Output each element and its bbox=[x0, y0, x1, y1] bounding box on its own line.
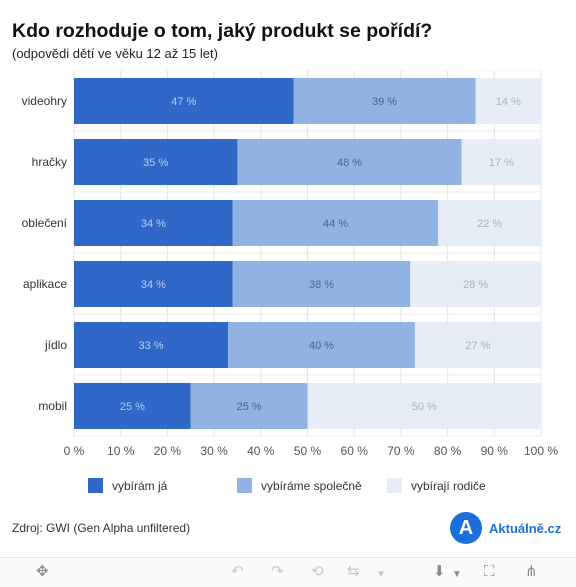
x-tick-label: 40 % bbox=[247, 444, 275, 458]
undo-icon[interactable]: ↶ bbox=[231, 563, 244, 580]
x-tick-label: 10 % bbox=[107, 444, 135, 458]
chevron-down-icon[interactable]: ▼ bbox=[376, 569, 386, 580]
bar-segment-vybiram-ja bbox=[74, 139, 238, 185]
bar-segment-vybiraji-rodice bbox=[307, 383, 541, 429]
bar-segment-vybirame-spolecne bbox=[228, 322, 415, 368]
category-label: mobil bbox=[38, 399, 67, 413]
data-label: 28 % bbox=[463, 279, 488, 291]
category-label: oblečení bbox=[22, 216, 68, 230]
revert-icon[interactable]: ⟲ bbox=[311, 563, 324, 580]
legend-label: vybíráme společně bbox=[261, 478, 362, 493]
bar-segment-vybiram-ja bbox=[74, 322, 229, 368]
data-label: 50 % bbox=[412, 401, 437, 413]
legend-swatch bbox=[237, 478, 252, 493]
category-label: aplikace bbox=[23, 277, 67, 291]
fullscreen-icon[interactable]: ⛶ bbox=[484, 563, 495, 580]
bar-segment-vybirame-spolecne bbox=[232, 200, 439, 246]
data-label: 27 % bbox=[465, 340, 490, 352]
data-label: 39 % bbox=[372, 96, 397, 108]
data-label: 47 % bbox=[171, 96, 196, 108]
legend-label: vybírám já bbox=[112, 478, 168, 493]
x-tick-label: 90 % bbox=[481, 444, 509, 458]
legend-label: vybírají rodiče bbox=[411, 478, 486, 493]
chart-title: Kdo rozhoduje o tom, jaký produkt se poř… bbox=[12, 20, 433, 42]
legend-item-vybiram-ja[interactable]: vybírám já bbox=[88, 478, 167, 493]
x-tick-label: 70 % bbox=[387, 444, 415, 458]
embed-toolbar: ✥ ↶ ↷ ⟲ ⇆ ▼ ⬇ ▼ ⛶ ⋔ bbox=[0, 557, 576, 587]
data-label: 34 % bbox=[141, 279, 166, 291]
chart-subtitle: (odpovědi dětí ve věku 12 až 15 let) bbox=[12, 46, 218, 61]
x-tick-label: 60 % bbox=[341, 444, 369, 458]
bar-segment-vybiraji-rodice bbox=[410, 261, 541, 307]
bar-segment-vybiraji-rodice bbox=[414, 322, 541, 368]
data-label: 25 % bbox=[237, 401, 262, 413]
aktualne-logo[interactable]: A Aktuálně.cz bbox=[450, 512, 561, 544]
data-label: 17 % bbox=[489, 157, 514, 169]
bar-segment-vybiraji-rodice bbox=[475, 78, 541, 124]
share-icon[interactable]: ⋔ bbox=[525, 563, 538, 580]
data-label: 44 % bbox=[323, 218, 348, 230]
data-label: 22 % bbox=[477, 218, 502, 230]
bar-segment-vybiraji-rodice bbox=[461, 139, 541, 185]
legend: vybírám já vybíráme společně vybírají ro… bbox=[0, 478, 576, 494]
bar-segment-vybiram-ja bbox=[74, 200, 233, 246]
source-note: Zdroj: GWI (Gen Alpha unfiltered) bbox=[12, 521, 191, 535]
bar-segment-vybirame-spolecne bbox=[237, 139, 462, 185]
logo-circle: A bbox=[450, 512, 482, 544]
bar-segment-vybirame-spolecne bbox=[190, 383, 308, 429]
legend-swatch bbox=[387, 478, 402, 493]
category-label: hračky bbox=[32, 155, 67, 169]
bar-segment-vybirame-spolecne bbox=[293, 78, 476, 124]
x-tick-label: 100 % bbox=[524, 444, 558, 458]
legend-item-vybirame-spolecne[interactable]: vybíráme společně bbox=[237, 478, 362, 493]
x-tick-label: 0 % bbox=[64, 444, 85, 458]
data-label: 48 % bbox=[337, 157, 362, 169]
category-label: videohry bbox=[22, 94, 67, 108]
x-tick-label: 30 % bbox=[200, 444, 228, 458]
legend-swatch bbox=[88, 478, 103, 493]
bar-segment-vybirame-spolecne bbox=[232, 261, 411, 307]
chevron-down-icon[interactable]: ▼ bbox=[452, 569, 462, 580]
logo-text: Aktuálně.cz bbox=[489, 520, 562, 536]
data-label: 38 % bbox=[309, 279, 334, 291]
x-tick-label: 20 % bbox=[154, 444, 182, 458]
redo-icon[interactable]: ↷ bbox=[271, 563, 284, 580]
data-label: 14 % bbox=[496, 96, 521, 108]
x-tick-label: 80 % bbox=[434, 444, 462, 458]
refresh-icon[interactable]: ⇆ bbox=[347, 563, 360, 580]
data-label: 25 % bbox=[120, 401, 145, 413]
download-icon[interactable]: ⬇ bbox=[433, 563, 446, 580]
move-icon[interactable]: ✥ bbox=[36, 563, 49, 580]
legend-item-vybiraji-rodice[interactable]: vybírají rodiče bbox=[387, 478, 486, 493]
data-label: 33 % bbox=[139, 340, 164, 352]
bar-segment-vybiram-ja bbox=[74, 383, 191, 429]
data-label: 35 % bbox=[143, 157, 168, 169]
category-label: jídlo bbox=[44, 338, 67, 352]
bar-segment-vybiraji-rodice bbox=[438, 200, 541, 246]
data-label: 40 % bbox=[309, 340, 334, 352]
bar-segment-vybiram-ja bbox=[74, 78, 294, 124]
x-tick-label: 50 % bbox=[294, 444, 322, 458]
data-label: 34 % bbox=[141, 218, 166, 230]
stacked-bar-chart: 47 % 39 % 14 % videohry 35 % 48 % 17 % hračky 34… bbox=[22, 70, 558, 458]
bar-segment-vybiram-ja bbox=[74, 261, 233, 307]
